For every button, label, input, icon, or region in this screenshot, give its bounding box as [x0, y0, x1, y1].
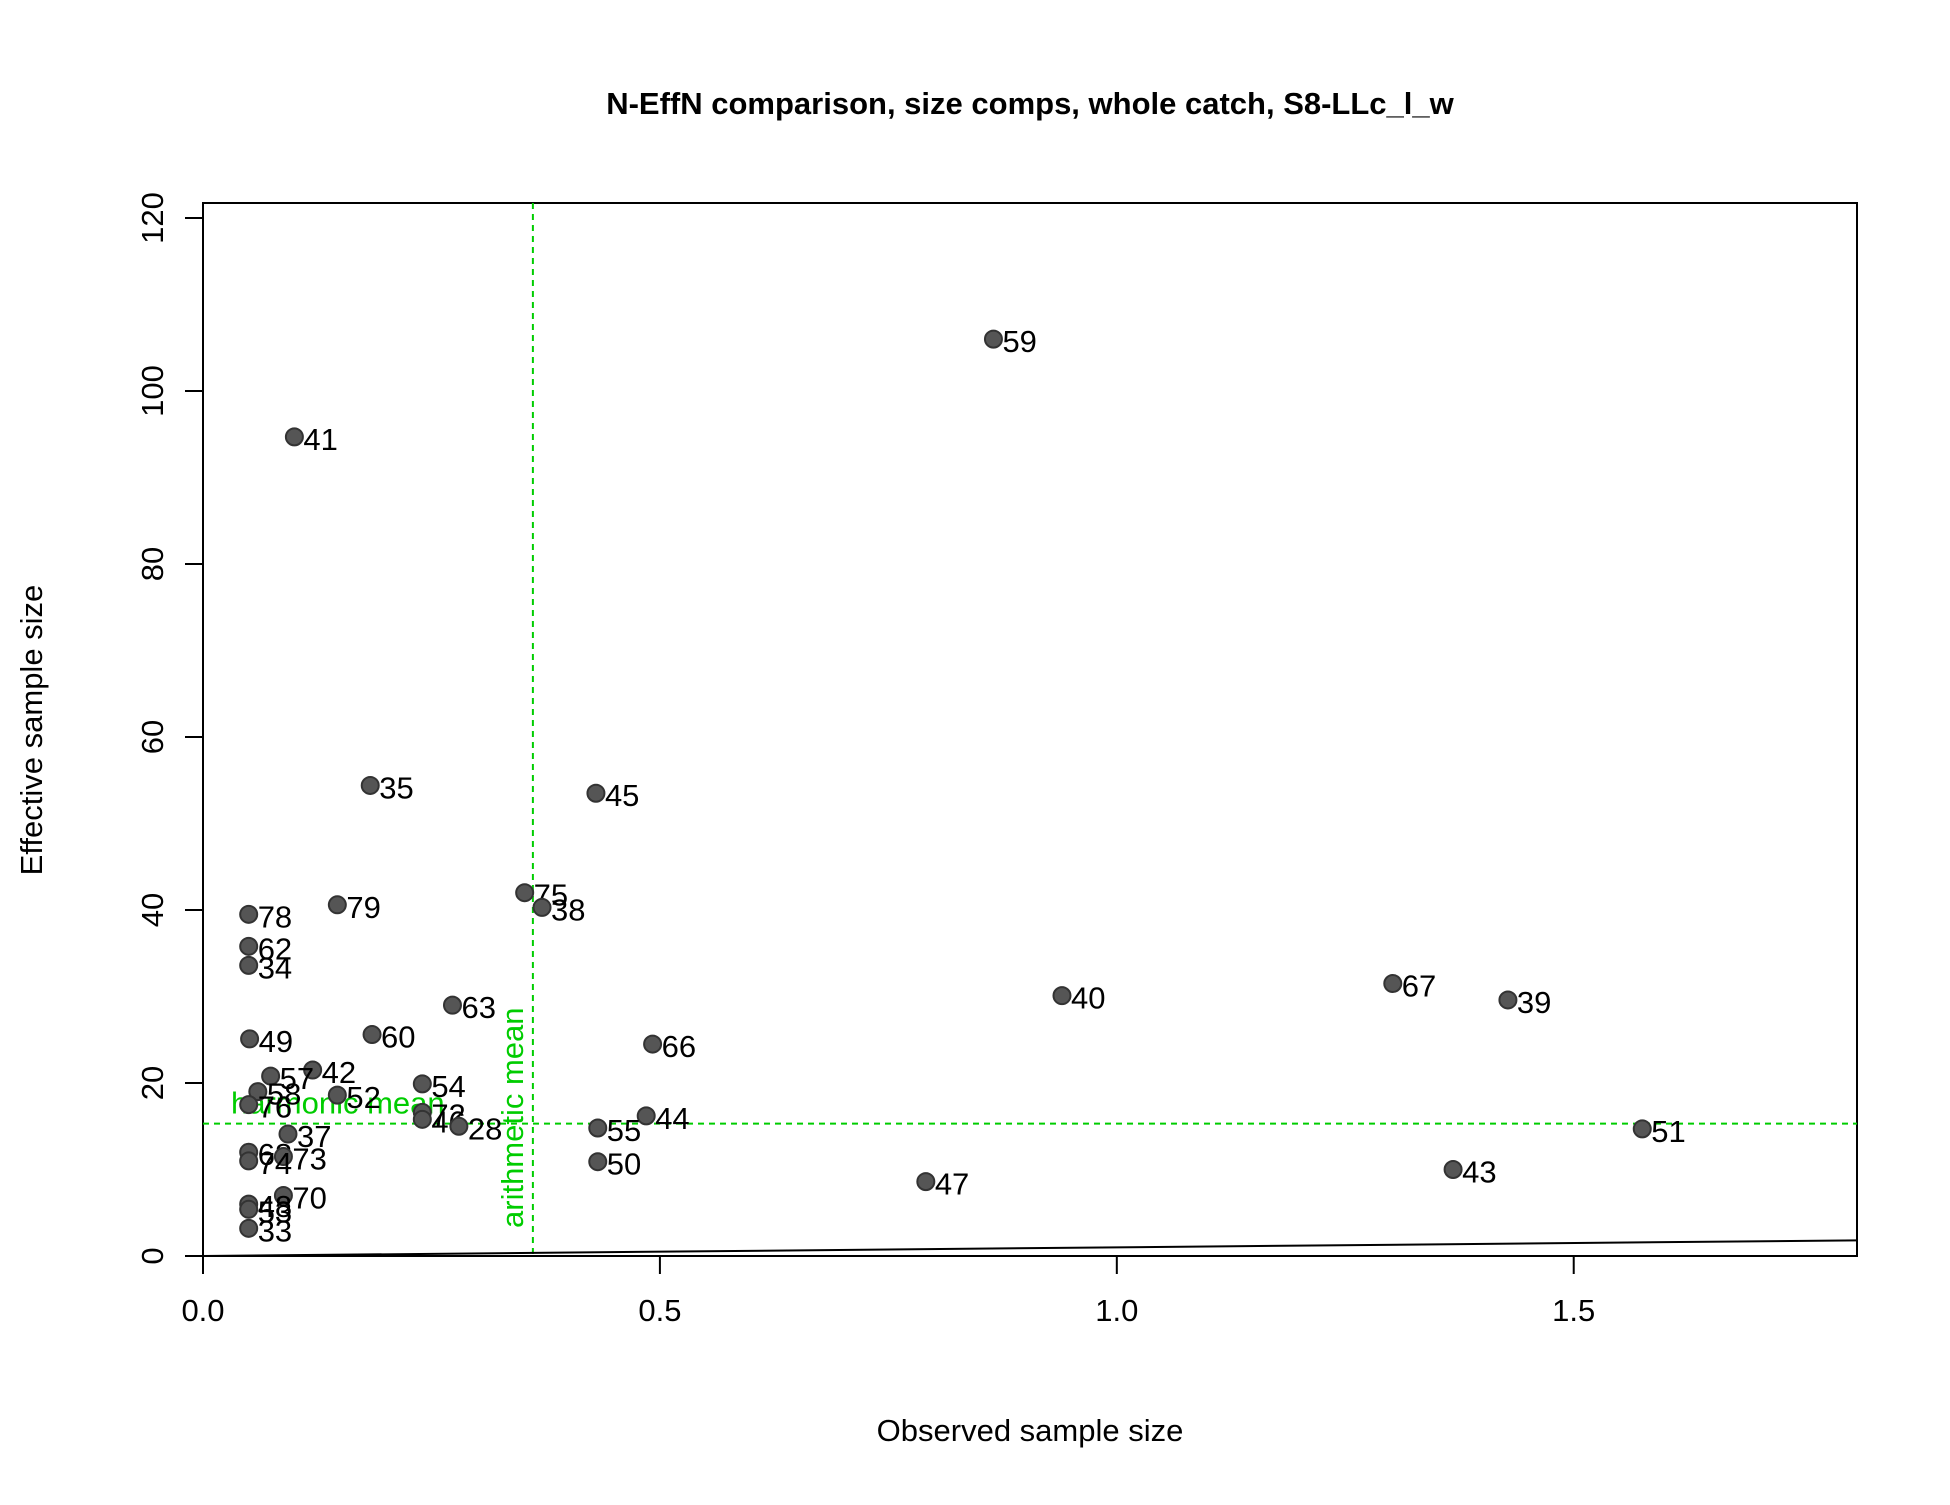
data-point	[261, 1066, 281, 1086]
x-tick-label: 0.0	[181, 1293, 224, 1328]
data-point-label: 78	[258, 899, 292, 934]
x-tick-label: 1.0	[1095, 1293, 1138, 1328]
data-point	[588, 1118, 608, 1138]
data-point	[239, 936, 259, 956]
data-point-label: 73	[292, 1142, 326, 1177]
data-point	[327, 895, 347, 915]
data-point-label: 40	[1071, 981, 1105, 1016]
data-point	[239, 1199, 259, 1219]
data-point-label: 41	[303, 422, 337, 457]
data-point-label: 49	[259, 1024, 293, 1059]
data-point-label: 63	[461, 990, 495, 1025]
data-point	[284, 427, 304, 447]
chart-title: N-EffN comparison, size comps, whole cat…	[606, 86, 1454, 121]
data-point	[278, 1124, 298, 1144]
data-point-label: 60	[381, 1020, 415, 1055]
data-point-label: 57	[280, 1061, 314, 1096]
data-point	[1632, 1119, 1652, 1139]
data-point	[636, 1106, 656, 1126]
data-point	[240, 1029, 260, 1049]
data-point	[412, 1074, 432, 1094]
data-point-label: 62	[258, 931, 292, 966]
data-point	[983, 329, 1003, 349]
y-tick-label: 100	[135, 365, 170, 417]
x-axis-label: Observed sample size	[877, 1413, 1184, 1448]
data-point-label: 52	[346, 1080, 380, 1115]
data-point	[327, 1085, 347, 1105]
data-point	[239, 1095, 259, 1115]
data-point-label: 28	[468, 1111, 502, 1146]
data-point	[362, 1025, 382, 1045]
data-point	[1052, 986, 1072, 1006]
data-point-label: 55	[607, 1113, 641, 1148]
data-point-label: 37	[297, 1119, 331, 1154]
data-point-label: 42	[322, 1055, 356, 1090]
data-point	[1383, 974, 1403, 994]
data-point	[588, 1152, 608, 1172]
y-axis: 0 20 40 60 80 100 120	[135, 192, 204, 1265]
x-tick-label: 0.5	[638, 1293, 681, 1328]
data-point	[532, 897, 552, 917]
data-point-label: 51	[1651, 1114, 1685, 1149]
x-axis: 0.0 0.5 1.0 1.5	[181, 1255, 1595, 1328]
arithmetic-mean-label: arithmetic mean	[495, 1007, 530, 1228]
data-point	[360, 775, 380, 795]
data-point	[248, 1082, 268, 1102]
data-point	[449, 1116, 469, 1136]
data-point-label: 76	[258, 1090, 292, 1125]
y-tick-label: 80	[135, 547, 170, 581]
data-point-label: 74	[258, 1146, 292, 1181]
data-point-label: 66	[662, 1029, 696, 1064]
one-to-one-line	[202, 1239, 1858, 1257]
data-point-label: 58	[267, 1077, 301, 1112]
data-point-label: 47	[935, 1167, 969, 1202]
data-point-label: 44	[655, 1101, 689, 1136]
data-point	[239, 955, 259, 975]
y-tick-label: 20	[135, 1066, 170, 1100]
data-point	[643, 1034, 663, 1054]
data-point-label: 70	[292, 1180, 326, 1215]
data-point	[515, 883, 535, 903]
data-point-label: 53	[258, 1194, 292, 1229]
data-point-label: 59	[1002, 324, 1036, 359]
y-tick-label: 40	[135, 893, 170, 927]
data-point-label: 34	[258, 950, 292, 985]
x-tick-label: 1.5	[1552, 1293, 1595, 1328]
data-point-label: 48	[258, 1189, 292, 1224]
data-point	[303, 1060, 323, 1080]
plot-area: 0.0 0.5 1.0 1.5 0 20 40 60 80 100 120 arithmetic me…	[135, 192, 1858, 1328]
y-tick-label: 60	[135, 720, 170, 754]
data-point-label: 39	[1517, 985, 1551, 1020]
y-tick-label: 120	[135, 192, 170, 244]
data-point	[916, 1172, 936, 1192]
data-point-label: 38	[551, 892, 585, 927]
data-point	[1498, 990, 1518, 1010]
data-point	[239, 1151, 259, 1171]
data-point	[273, 1185, 293, 1205]
data-point	[239, 1218, 259, 1238]
data-point	[273, 1147, 293, 1167]
data-point	[586, 783, 606, 803]
data-point-label: 43	[1462, 1155, 1496, 1190]
data-point-label: 50	[607, 1147, 641, 1182]
data-point	[1443, 1160, 1463, 1179]
y-axis-label: Effective sample size	[14, 585, 49, 876]
data-point-label: 35	[379, 770, 413, 805]
data-point	[239, 904, 259, 924]
data-point-label: 33	[258, 1213, 292, 1248]
data-point	[412, 1109, 432, 1129]
data-point-label: 67	[1402, 969, 1436, 1004]
data-point-label: 54	[431, 1069, 465, 1104]
data-point	[442, 995, 462, 1015]
data-point-label: 79	[346, 890, 380, 925]
data-point-label: 45	[605, 778, 639, 813]
y-tick-label: 0	[135, 1247, 170, 1264]
